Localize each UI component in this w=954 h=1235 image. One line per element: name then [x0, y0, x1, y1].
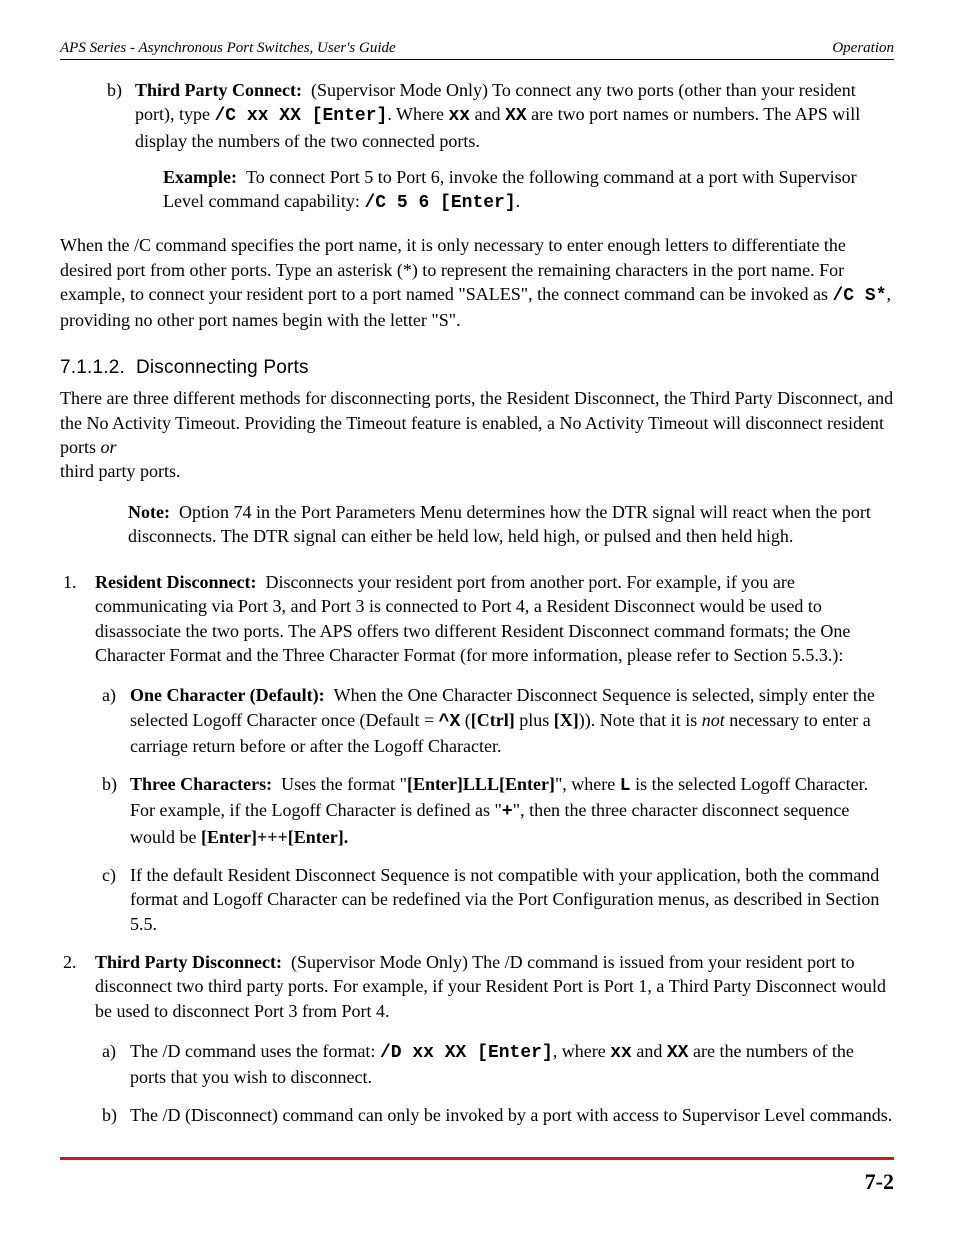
item-title: Three Characters: [130, 774, 272, 794]
list-marker: c) [102, 863, 130, 887]
body-text: third party ports. [60, 461, 180, 481]
list-item-2: 2.Third Party Disconnect: (Supervisor Mo… [95, 950, 894, 1023]
list-marker: a) [102, 1039, 130, 1063]
example-label: Example: [163, 167, 237, 187]
char-text: + [502, 802, 513, 822]
note-label: Note: [128, 502, 170, 522]
body-text: When the /C command specifies the port n… [60, 235, 846, 304]
header-left: APS Series - Asynchronous Port Switches,… [60, 40, 396, 57]
body-text: plus [515, 710, 554, 730]
variable-text: xx [610, 1043, 632, 1063]
body-text: There are three different methods for di… [60, 388, 893, 457]
body-text: Uses the format " [281, 774, 407, 794]
command-text: /C xx XX [Enter] [214, 106, 387, 126]
body-text: If the default Resident Disconnect Seque… [130, 865, 879, 934]
footer-rule [60, 1157, 894, 1160]
section-title: Disconnecting Ports [136, 357, 309, 378]
sub-item-1b: b)Three Characters: Uses the format "[En… [130, 772, 894, 849]
variable-text: xx [448, 106, 470, 126]
page-header: APS Series - Asynchronous Port Switches,… [60, 40, 894, 60]
list-marker: b) [102, 772, 130, 796]
item-title: Third Party Connect: [135, 80, 302, 100]
variable-text: XX [505, 106, 527, 126]
sequence-text: [Enter]+++[Enter]. [201, 827, 348, 847]
command-text: /D xx XX [Enter] [380, 1043, 553, 1063]
list-marker: b) [102, 1103, 130, 1127]
key-text: [Ctrl] [471, 710, 515, 730]
sub-item-1c: c)If the default Resident Disconnect Seq… [130, 863, 894, 936]
list-number: 1. [63, 570, 95, 594]
command-text: ^X [439, 712, 461, 732]
sequence-text: [Enter]LLL[Enter] [407, 774, 555, 794]
wildcard-paragraph: When the /C command specifies the port n… [60, 233, 894, 332]
page-number: 7-2 [865, 1169, 894, 1195]
page: APS Series - Asynchronous Port Switches,… [0, 0, 954, 1235]
body-text: )). Note that it is [579, 710, 702, 730]
header-right: Operation [832, 40, 894, 57]
note-block: Note: Option 74 in the Port Parameters M… [128, 500, 884, 549]
body-text: The /D (Disconnect) command can only be … [130, 1105, 892, 1125]
list-marker: a) [102, 683, 130, 707]
command-text: /C S* [832, 286, 886, 306]
body-text: and [632, 1041, 667, 1061]
page-content: b)Third Party Connect: (Supervisor Mode … [60, 78, 894, 1128]
body-text: ( [460, 710, 471, 730]
italic-text: or [101, 437, 117, 457]
item-title: Resident Disconnect: [95, 572, 256, 592]
list-number: 2. [63, 950, 95, 974]
body-text: ", where [555, 774, 620, 794]
body-text: The /D command uses the format: [130, 1041, 380, 1061]
item-title: Third Party Disconnect: [95, 952, 282, 972]
variable-text: L [620, 776, 631, 796]
list-item-1: 1.Resident Disconnect: Disconnects your … [95, 570, 894, 667]
sub-item-2a: a)The /D command uses the format: /D xx … [130, 1039, 894, 1090]
example-block: Example: To connect Port 5 to Port 6, in… [163, 165, 894, 216]
body-text: . Where [387, 104, 448, 124]
key-text: [X] [554, 710, 579, 730]
body-text: . [516, 191, 521, 211]
sub-item-1a: a)One Character (Default): When the One … [130, 683, 894, 758]
body-text: Option 74 in the Port Parameters Menu de… [128, 502, 871, 546]
list-marker: b) [107, 78, 135, 102]
command-text: /C 5 6 [Enter] [364, 193, 515, 213]
body-text: and [470, 104, 505, 124]
item-b-third-party-connect: b)Third Party Connect: (Supervisor Mode … [135, 78, 894, 153]
disconnect-intro: There are three different methods for di… [60, 386, 894, 483]
italic-text: not [702, 710, 725, 730]
item-title: One Character (Default): [130, 685, 325, 705]
section-number: 7.1.1.2. [60, 357, 125, 378]
body-text: , where [553, 1041, 610, 1061]
section-heading: 7.1.1.2. Disconnecting Ports [60, 355, 894, 381]
sub-item-2b: b)The /D (Disconnect) command can only b… [130, 1103, 894, 1127]
variable-text: XX [667, 1043, 689, 1063]
